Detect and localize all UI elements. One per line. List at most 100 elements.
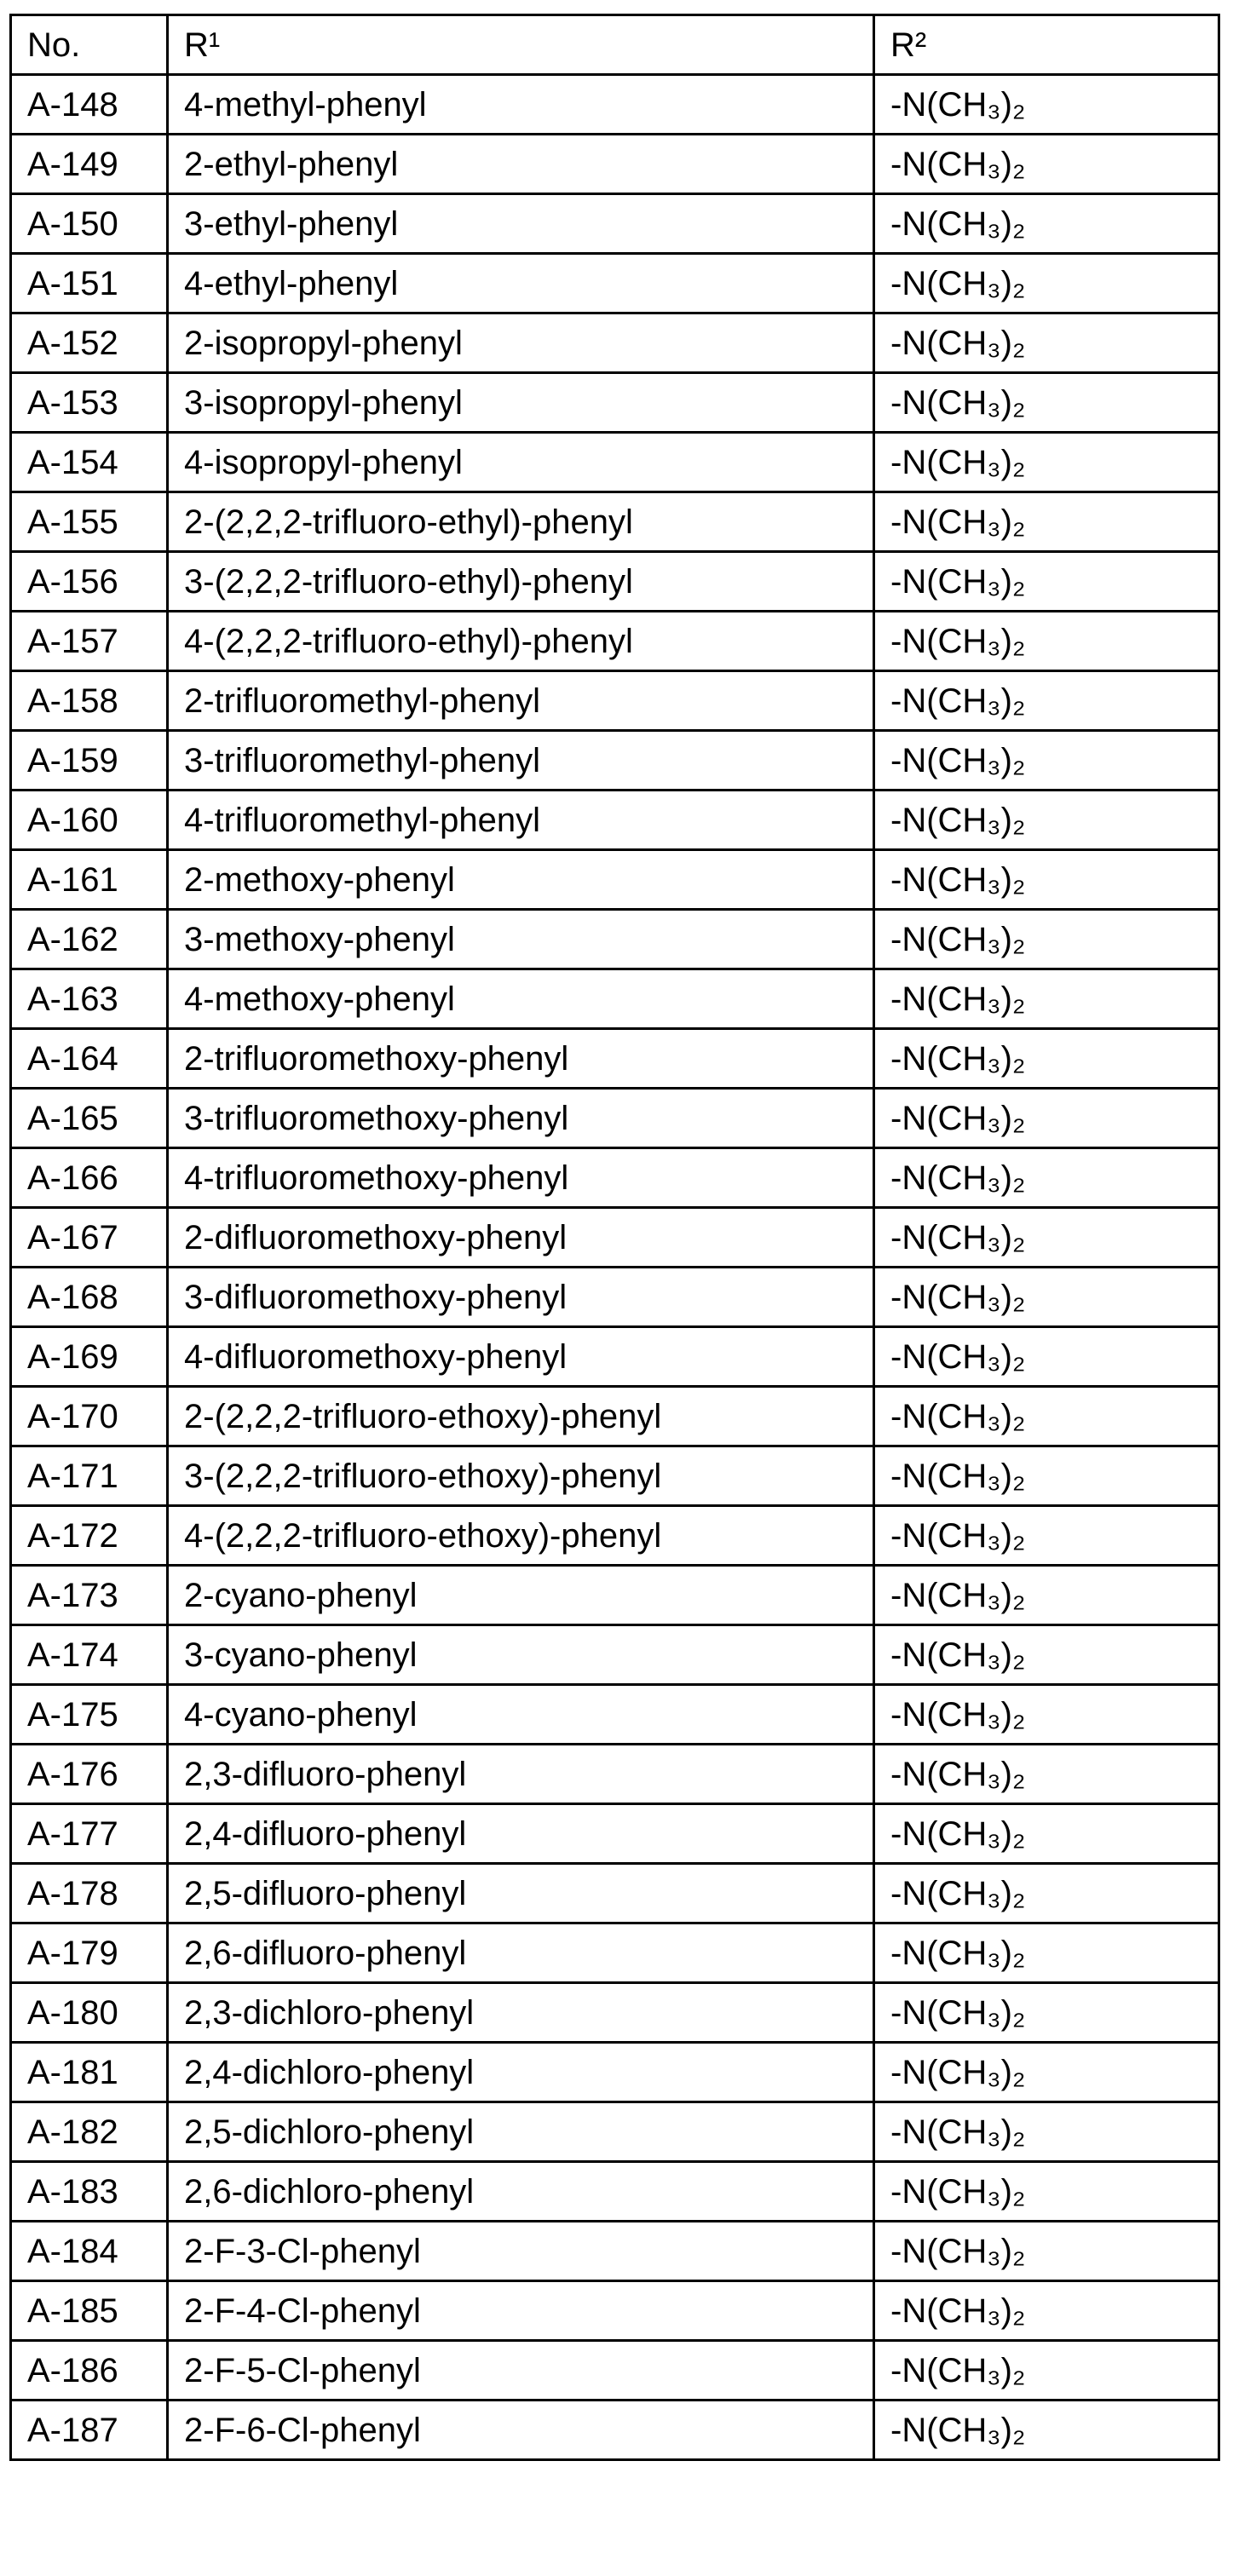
header-row: No. R¹ R²: [11, 15, 1219, 75]
cell-no: A-166: [11, 1148, 168, 1208]
cell-r1: 4-difluoromethoxy-phenyl: [168, 1327, 874, 1387]
table-row: A-1792,6-difluoro-phenyl-N(CH₃)₂: [11, 1923, 1219, 1983]
cell-r1: 3-cyano-phenyl: [168, 1625, 874, 1685]
cell-no: A-156: [11, 552, 168, 612]
cell-r1: 2,6-dichloro-phenyl: [168, 2162, 874, 2222]
table-row: A-1552-(2,2,2-trifluoro-ethyl)-phenyl-N(…: [11, 492, 1219, 552]
cell-no: A-148: [11, 75, 168, 135]
header-r1: R¹: [168, 15, 874, 75]
cell-no: A-182: [11, 2102, 168, 2162]
cell-r2: -N(CH₃)₂: [874, 2222, 1219, 2281]
cell-no: A-167: [11, 1208, 168, 1268]
cell-r2: -N(CH₃)₂: [874, 969, 1219, 1029]
cell-no: A-163: [11, 969, 168, 1029]
cell-no: A-153: [11, 373, 168, 433]
cell-r1: 3-(2,2,2-trifluoro-ethyl)-phenyl: [168, 552, 874, 612]
table-row: A-1593-trifluoromethyl-phenyl-N(CH₃)₂: [11, 731, 1219, 791]
cell-r1: 2-(2,2,2-trifluoro-ethoxy)-phenyl: [168, 1387, 874, 1446]
table-row: A-1802,3-dichloro-phenyl-N(CH₃)₂: [11, 1983, 1219, 2043]
cell-no: A-150: [11, 194, 168, 254]
cell-r2: -N(CH₃)₂: [874, 910, 1219, 969]
cell-no: A-159: [11, 731, 168, 791]
table-row: A-1503-ethyl-phenyl-N(CH₃)₂: [11, 194, 1219, 254]
header-no: No.: [11, 15, 168, 75]
cell-no: A-151: [11, 254, 168, 313]
cell-r2: -N(CH₃)₂: [874, 731, 1219, 791]
table-row: A-1713-(2,2,2-trifluoro-ethoxy)-phenyl-N…: [11, 1446, 1219, 1506]
cell-r1: 2-F-4-Cl-phenyl: [168, 2281, 874, 2341]
cell-r1: 2,5-difluoro-phenyl: [168, 1864, 874, 1923]
cell-r2: -N(CH₃)₂: [874, 1685, 1219, 1745]
cell-r2: -N(CH₃)₂: [874, 671, 1219, 731]
cell-r1: 2-trifluoromethyl-phenyl: [168, 671, 874, 731]
cell-r1: 2-trifluoromethoxy-phenyl: [168, 1029, 874, 1089]
cell-r1: 4-methyl-phenyl: [168, 75, 874, 135]
cell-r2: -N(CH₃)₂: [874, 2162, 1219, 2222]
cell-no: A-165: [11, 1089, 168, 1148]
table-row: A-1743-cyano-phenyl-N(CH₃)₂: [11, 1625, 1219, 1685]
cell-r1: 4-trifluoromethoxy-phenyl: [168, 1148, 874, 1208]
cell-r1: 2-methoxy-phenyl: [168, 850, 874, 910]
cell-r2: -N(CH₃)₂: [874, 1745, 1219, 1804]
cell-r2: -N(CH₃)₂: [874, 2281, 1219, 2341]
table-row: A-1533-isopropyl-phenyl-N(CH₃)₂: [11, 373, 1219, 433]
cell-r2: -N(CH₃)₂: [874, 552, 1219, 612]
cell-r1: 2-cyano-phenyl: [168, 1566, 874, 1625]
cell-r2: -N(CH₃)₂: [874, 791, 1219, 850]
cell-no: A-149: [11, 135, 168, 194]
table-row: A-1702-(2,2,2-trifluoro-ethoxy)-phenyl-N…: [11, 1387, 1219, 1446]
cell-r2: -N(CH₃)₂: [874, 75, 1219, 135]
cell-r2: -N(CH₃)₂: [874, 1089, 1219, 1148]
cell-no: A-172: [11, 1506, 168, 1566]
table-row: A-1694-difluoromethoxy-phenyl-N(CH₃)₂: [11, 1327, 1219, 1387]
table-row: A-1612-methoxy-phenyl-N(CH₃)₂: [11, 850, 1219, 910]
cell-r2: -N(CH₃)₂: [874, 2102, 1219, 2162]
cell-r2: -N(CH₃)₂: [874, 850, 1219, 910]
table-row: A-1522-isopropyl-phenyl-N(CH₃)₂: [11, 313, 1219, 373]
cell-no: A-174: [11, 1625, 168, 1685]
cell-r1: 2-F-5-Cl-phenyl: [168, 2341, 874, 2401]
cell-no: A-183: [11, 2162, 168, 2222]
cell-r1: 3-(2,2,2-trifluoro-ethoxy)-phenyl: [168, 1446, 874, 1506]
cell-r2: -N(CH₃)₂: [874, 492, 1219, 552]
table-row: A-1544-isopropyl-phenyl-N(CH₃)₂: [11, 433, 1219, 492]
cell-no: A-186: [11, 2341, 168, 2401]
cell-no: A-168: [11, 1268, 168, 1327]
cell-no: A-158: [11, 671, 168, 731]
table-row: A-1872-F-6-Cl-phenyl-N(CH₃)₂: [11, 2401, 1219, 2460]
cell-r2: -N(CH₃)₂: [874, 194, 1219, 254]
table-row: A-1634-methoxy-phenyl-N(CH₃)₂: [11, 969, 1219, 1029]
cell-r2: -N(CH₃)₂: [874, 1148, 1219, 1208]
table-row: A-1582-trifluoromethyl-phenyl-N(CH₃)₂: [11, 671, 1219, 731]
cell-no: A-173: [11, 1566, 168, 1625]
table-row: A-1754-cyano-phenyl-N(CH₃)₂: [11, 1685, 1219, 1745]
cell-r1: 4-(2,2,2-trifluoro-ethoxy)-phenyl: [168, 1506, 874, 1566]
cell-no: A-180: [11, 1983, 168, 2043]
table-row: A-1653-trifluoromethoxy-phenyl-N(CH₃)₂: [11, 1089, 1219, 1148]
cell-no: A-178: [11, 1864, 168, 1923]
cell-r2: -N(CH₃)₂: [874, 1446, 1219, 1506]
cell-r2: -N(CH₃)₂: [874, 612, 1219, 671]
cell-r1: 2-difluoromethoxy-phenyl: [168, 1208, 874, 1268]
cell-r1: 2-F-6-Cl-phenyl: [168, 2401, 874, 2460]
cell-r1: 2-F-3-Cl-phenyl: [168, 2222, 874, 2281]
cell-r1: 2-isopropyl-phenyl: [168, 313, 874, 373]
table-row: A-1772,4-difluoro-phenyl-N(CH₃)₂: [11, 1804, 1219, 1864]
cell-r1: 2-ethyl-phenyl: [168, 135, 874, 194]
cell-r1: 4-ethyl-phenyl: [168, 254, 874, 313]
table-row: A-1862-F-5-Cl-phenyl-N(CH₃)₂: [11, 2341, 1219, 2401]
header-r2: R²: [874, 15, 1219, 75]
cell-r2: -N(CH₃)₂: [874, 373, 1219, 433]
table-row: A-1822,5-dichloro-phenyl-N(CH₃)₂: [11, 2102, 1219, 2162]
cell-r2: -N(CH₃)₂: [874, 1387, 1219, 1446]
table-row: A-1683-difluoromethoxy-phenyl-N(CH₃)₂: [11, 1268, 1219, 1327]
cell-r1: 2,4-dichloro-phenyl: [168, 2043, 874, 2102]
table-row: A-1484-methyl-phenyl-N(CH₃)₂: [11, 75, 1219, 135]
cell-no: A-185: [11, 2281, 168, 2341]
compound-table: No. R¹ R² A-1484-methyl-phenyl-N(CH₃)₂A-…: [9, 14, 1220, 2461]
cell-r2: -N(CH₃)₂: [874, 135, 1219, 194]
table-row: A-1672-difluoromethoxy-phenyl-N(CH₃)₂: [11, 1208, 1219, 1268]
cell-no: A-169: [11, 1327, 168, 1387]
cell-r2: -N(CH₃)₂: [874, 1208, 1219, 1268]
table-row: A-1762,3-difluoro-phenyl-N(CH₃)₂: [11, 1745, 1219, 1804]
